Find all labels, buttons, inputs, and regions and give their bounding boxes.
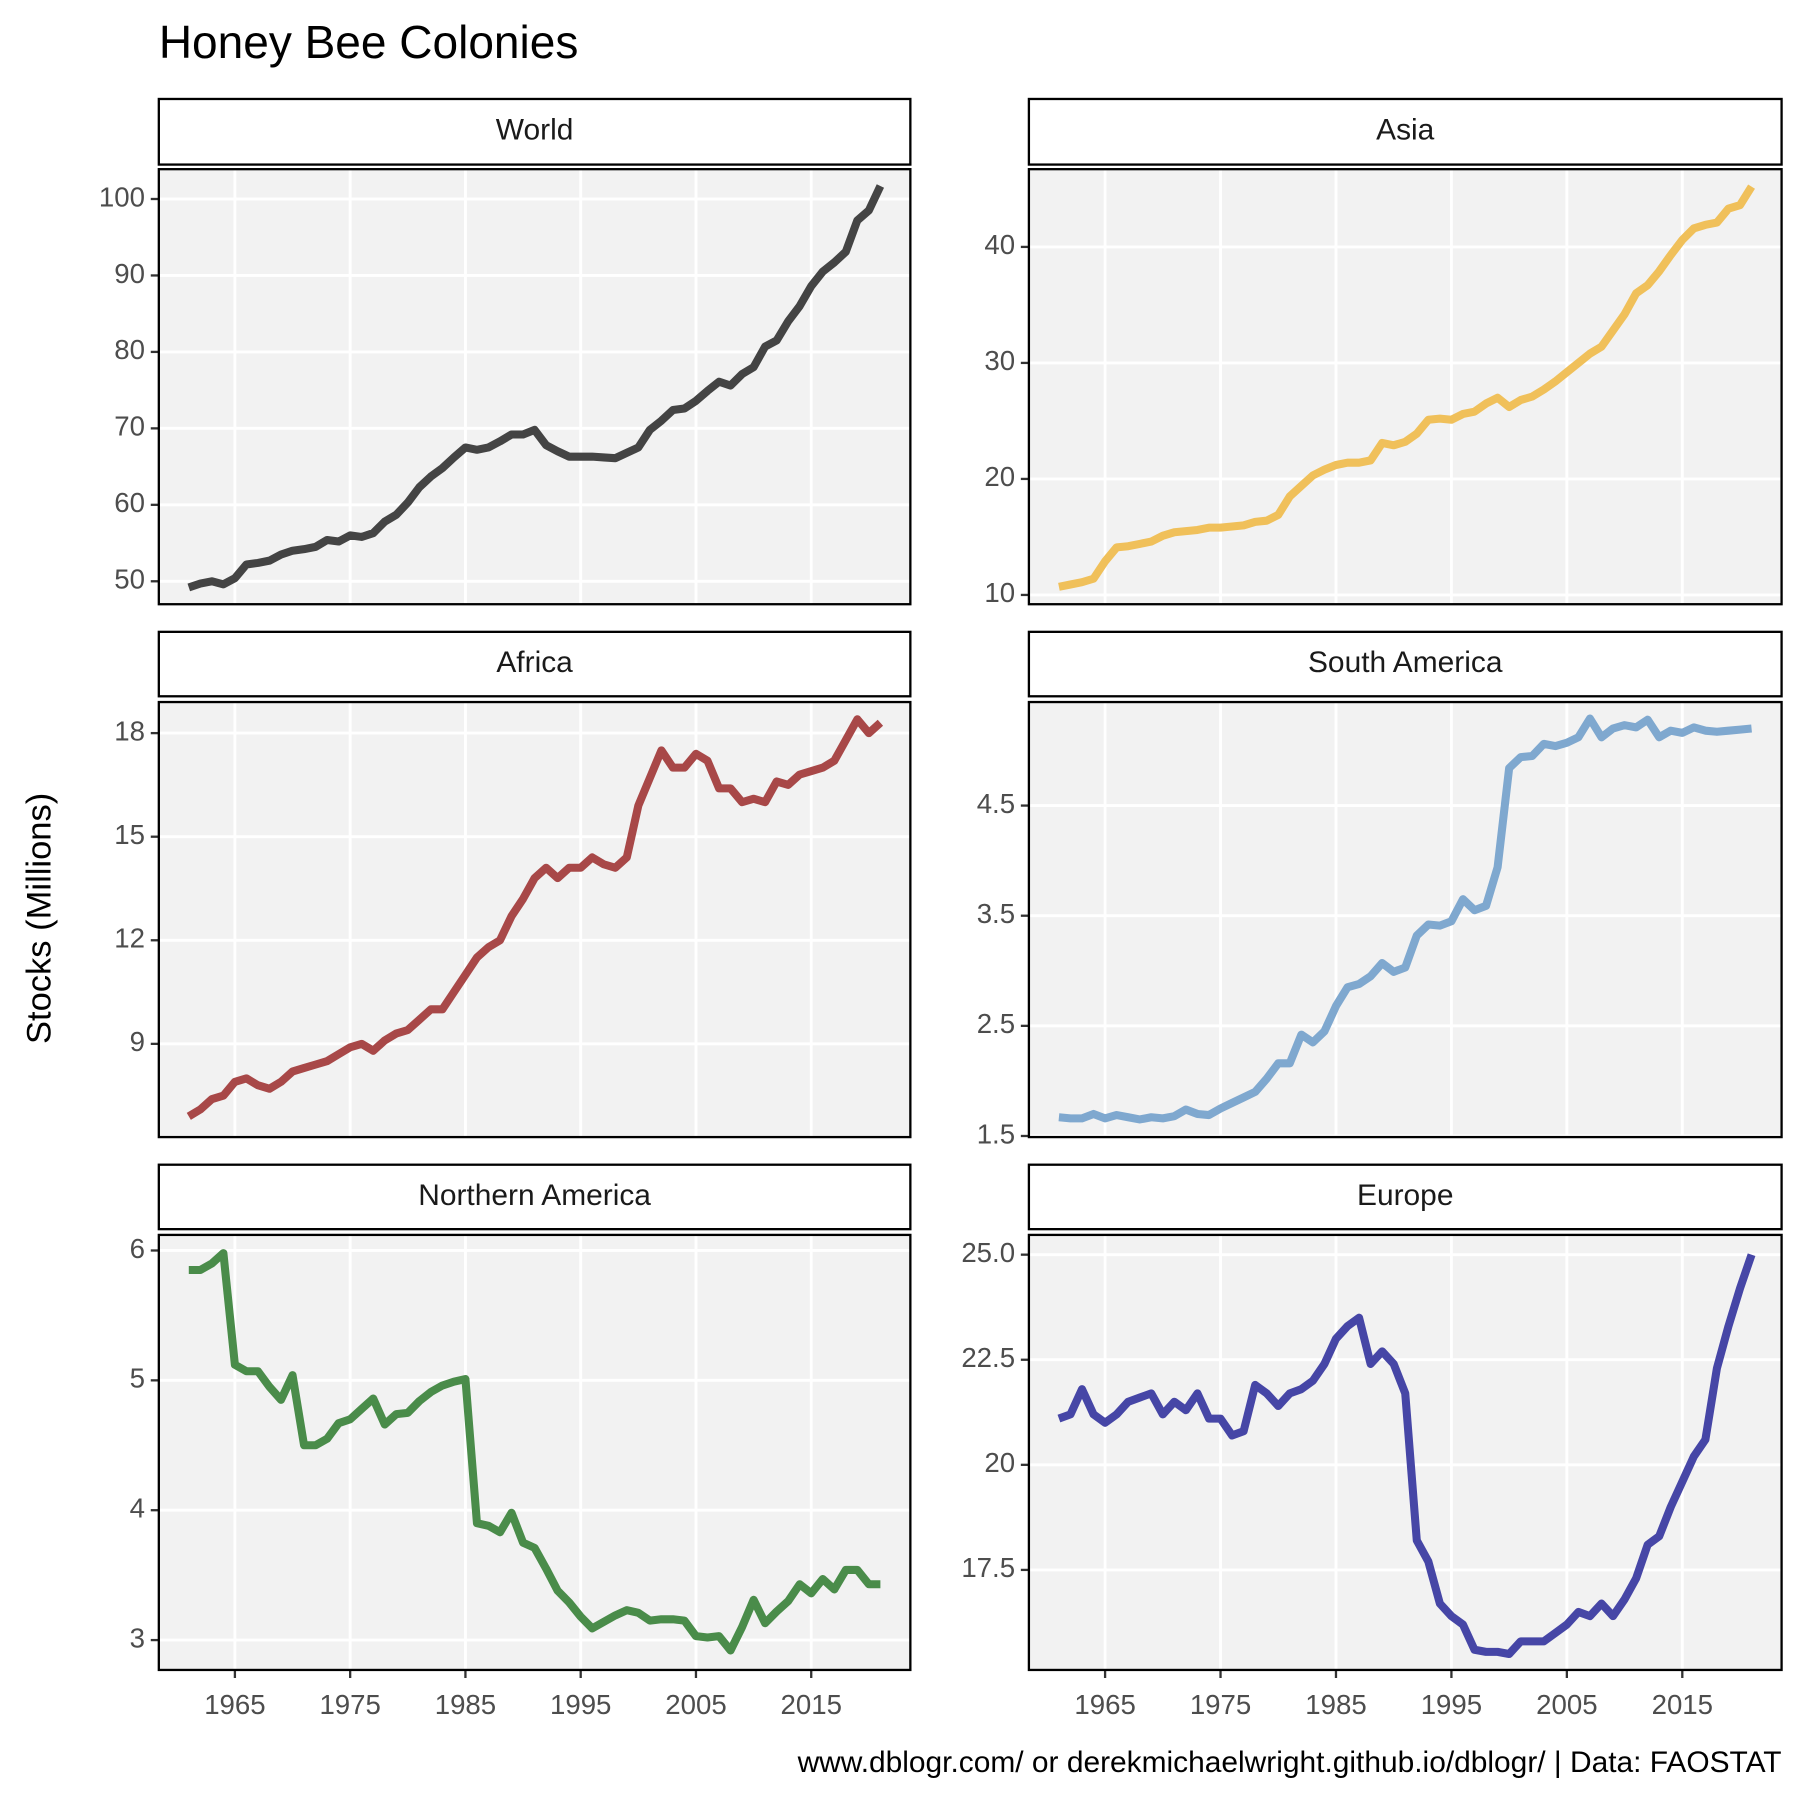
- y-tick-label: 2.5: [977, 1008, 1015, 1039]
- x-tick-label: 1975: [319, 1689, 380, 1720]
- x-tick-label: 2015: [1652, 1689, 1713, 1720]
- x-tick-label: 2005: [665, 1689, 726, 1720]
- data-line: [1057, 1253, 1756, 1659]
- x-tick-label: 2005: [1536, 1689, 1597, 1720]
- x-tick-label: 2015: [781, 1689, 842, 1720]
- y-tick-label: 5: [130, 1363, 145, 1394]
- y-tick-label: 3.5: [977, 898, 1015, 929]
- y-tick-label: 17.5: [961, 1552, 1015, 1583]
- facet-title: Africa: [496, 646, 573, 679]
- panel-border: [157, 700, 912, 1139]
- x-tick-label: 1995: [1421, 1689, 1482, 1720]
- facet-strip: [1027, 97, 1783, 166]
- y-tick-label: 20: [984, 461, 1015, 492]
- y-tick-label: 40: [984, 229, 1015, 260]
- y-tick-label: 22.5: [961, 1342, 1015, 1373]
- y-tick-label: 9: [130, 1026, 145, 1057]
- x-tick-label: 1965: [1074, 1689, 1135, 1720]
- facet-strip: [157, 97, 912, 166]
- panel-background: [158, 702, 911, 1138]
- caption: www.dblogr.com/ or derekmichaelwright.gi…: [797, 1746, 1782, 1779]
- data-line: [188, 1249, 881, 1655]
- y-tick-label: 20: [984, 1447, 1015, 1478]
- y-tick-label: 4: [130, 1493, 145, 1524]
- panel-background: [1028, 169, 1782, 605]
- y-axis-label: Stocks (Millions): [21, 793, 59, 1044]
- y-tick-label: 100: [99, 181, 145, 212]
- facet-title: Northern America: [418, 1179, 651, 1212]
- y-tick-label: 70: [114, 411, 145, 442]
- panel-border: [157, 168, 912, 606]
- panel-border: [1027, 700, 1783, 1139]
- y-tick-label: 15: [114, 819, 145, 850]
- data-line: [1058, 184, 1755, 591]
- y-tick-label: 12: [114, 923, 145, 954]
- facet-title: Asia: [1376, 114, 1435, 147]
- y-tick-label: 1.5: [977, 1118, 1015, 1149]
- y-tick-label: 80: [114, 334, 145, 365]
- x-tick-label: 1985: [435, 1689, 496, 1720]
- y-tick-label: 3: [130, 1622, 145, 1653]
- facet-strip: [157, 1163, 912, 1231]
- facet-title: World: [496, 114, 574, 147]
- y-tick-label: 60: [114, 487, 145, 518]
- panel-background: [1028, 1234, 1782, 1670]
- data-line: [187, 184, 885, 592]
- x-tick-label: 1985: [1305, 1689, 1366, 1720]
- chart-title: Honey Bee Colonies: [159, 16, 579, 68]
- facet-strip: [1027, 1163, 1783, 1231]
- facet-strip: [1027, 630, 1783, 698]
- x-tick-label: 1995: [550, 1689, 611, 1720]
- x-tick-label: 1965: [204, 1689, 265, 1720]
- y-tick-label: 50: [114, 564, 145, 595]
- panel-background: [158, 169, 911, 605]
- y-tick-label: 25.0: [961, 1237, 1015, 1268]
- y-tick-label: 18: [114, 715, 145, 746]
- y-tick-label: 30: [984, 345, 1015, 376]
- facet-strip: [157, 630, 912, 698]
- x-tick-label: 1975: [1190, 1689, 1251, 1720]
- panel-background: [158, 1234, 911, 1670]
- facet-title: Europe: [1357, 1179, 1453, 1212]
- data-line: [1058, 714, 1752, 1124]
- facet-title: South America: [1308, 646, 1503, 679]
- y-tick-label: 6: [130, 1233, 145, 1264]
- y-tick-label: 10: [984, 577, 1015, 608]
- y-tick-label: 90: [114, 258, 145, 289]
- panel-background: [1028, 702, 1782, 1138]
- panel-border: [1027, 1233, 1783, 1672]
- panel-border: [1027, 168, 1783, 606]
- data-line: [186, 715, 884, 1120]
- y-tick-label: 4.5: [977, 788, 1015, 819]
- panel-border: [157, 1233, 912, 1672]
